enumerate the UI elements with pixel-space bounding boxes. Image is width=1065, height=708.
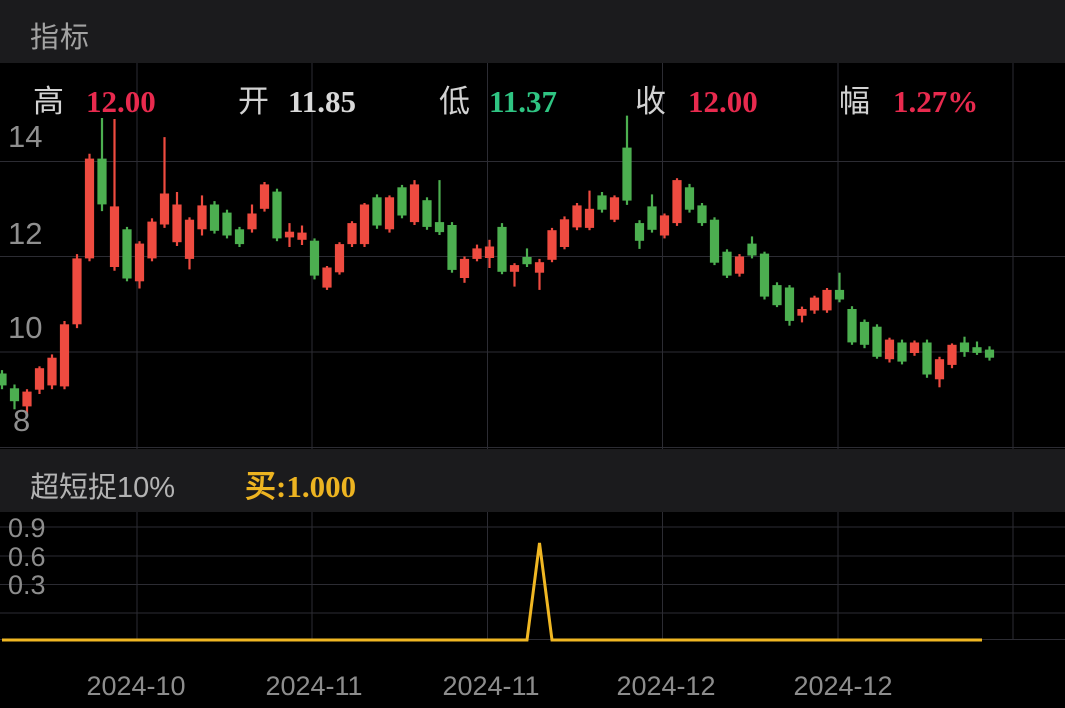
- open-value: 11.85: [288, 84, 357, 119]
- x-tick-4: 2024-12: [616, 671, 716, 701]
- low-value: 11.37: [489, 84, 558, 119]
- buy-signal-readout: 买:1.000: [245, 469, 357, 504]
- range-label: 幅: [839, 84, 870, 119]
- y-tick-14: 14: [8, 119, 43, 154]
- low-label: 低: [439, 84, 470, 119]
- x-tick-3: 2024-11: [442, 671, 540, 701]
- high-value: 12.00: [86, 84, 156, 119]
- range-value: 1.27%: [893, 84, 979, 119]
- indicator-header-bar: 指标: [0, 0, 1065, 63]
- sub-y-tick-03: 0.3: [8, 570, 46, 600]
- sub-y-tick-06: 0.6: [8, 542, 46, 572]
- sub-y-tick-09: 0.9: [8, 513, 46, 543]
- y-tick-8: 8: [13, 403, 31, 438]
- x-tick-2: 2024-11: [265, 671, 363, 701]
- y-tick-10: 10: [8, 310, 43, 345]
- x-tick-1: 2024-10: [86, 671, 186, 701]
- sub-indicator-header-bar: [0, 449, 1065, 512]
- open-label: 开: [238, 84, 269, 119]
- indicators-menu-button[interactable]: 指标: [30, 22, 91, 54]
- x-tick-5: 2024-12: [793, 671, 893, 701]
- y-tick-12: 12: [8, 216, 43, 251]
- close-value: 12.00: [688, 84, 758, 119]
- sub-indicator-name[interactable]: 超短捉10%: [30, 472, 176, 504]
- high-label: 高: [33, 84, 64, 119]
- close-label: 收: [635, 84, 666, 119]
